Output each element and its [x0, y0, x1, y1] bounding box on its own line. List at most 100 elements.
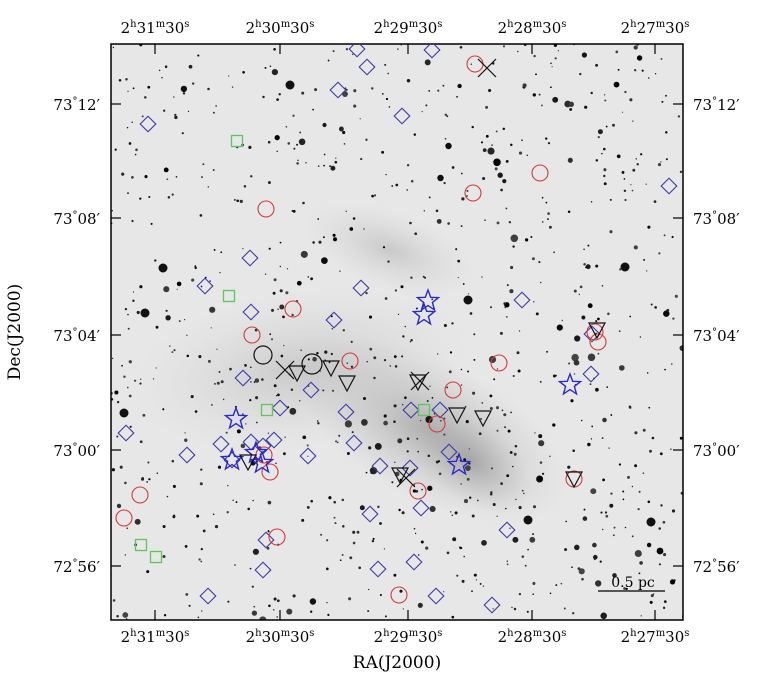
background-star — [652, 593, 655, 595]
background-star — [305, 162, 307, 164]
background-star — [162, 408, 165, 411]
background-star — [621, 170, 625, 174]
background-star — [373, 376, 376, 380]
background-star — [435, 209, 439, 213]
background-star — [163, 614, 167, 617]
background-star — [116, 400, 120, 404]
background-star — [307, 276, 310, 278]
background-star — [597, 129, 603, 135]
background-star — [555, 584, 558, 587]
background-star — [116, 614, 119, 618]
background-star — [285, 291, 289, 295]
background-star — [172, 484, 176, 488]
background-star — [194, 266, 197, 270]
background-star — [613, 81, 620, 88]
background-star — [658, 527, 661, 530]
background-star — [437, 460, 441, 463]
background-star — [663, 234, 666, 237]
background-star — [601, 437, 604, 440]
background-star — [437, 174, 444, 182]
background-star — [318, 240, 322, 244]
background-star — [272, 608, 275, 611]
background-star — [581, 52, 587, 58]
background-star — [482, 585, 485, 587]
background-star — [424, 59, 431, 66]
background-star — [248, 145, 252, 149]
background-star — [365, 471, 368, 474]
background-star — [276, 616, 278, 618]
triangle-marker-icon — [474, 410, 492, 428]
background-star — [548, 225, 552, 229]
background-star — [322, 122, 327, 128]
background-star — [504, 426, 507, 429]
background-star — [502, 45, 506, 48]
background-star — [406, 163, 410, 167]
background-star — [307, 455, 309, 457]
background-star — [613, 526, 616, 529]
background-star — [633, 45, 638, 50]
image-panel — [110, 43, 684, 621]
background-star — [488, 88, 492, 93]
background-star — [163, 286, 170, 293]
star-marker-icon — [223, 405, 249, 430]
background-star — [605, 514, 609, 518]
background-star — [394, 365, 398, 368]
background-star — [617, 68, 620, 71]
background-star — [292, 594, 296, 598]
background-star — [244, 364, 247, 367]
background-star — [317, 165, 320, 167]
background-star — [231, 86, 234, 88]
background-star — [521, 555, 525, 558]
top-ra-tick: 2h27m30s — [621, 19, 690, 37]
background-star — [393, 573, 397, 577]
background-star — [590, 201, 593, 203]
background-star — [226, 511, 229, 514]
background-star — [239, 199, 243, 203]
circle-marker-icon — [409, 482, 427, 500]
background-star — [436, 218, 442, 224]
background-star — [397, 438, 403, 444]
background-star — [623, 178, 626, 180]
background-star — [279, 265, 282, 268]
background-star — [158, 69, 161, 72]
background-star — [251, 585, 254, 588]
diamond-marker-icon — [483, 596, 501, 614]
background-star — [417, 554, 420, 556]
background-star — [393, 355, 397, 358]
right-dec-tick: 73°08′ — [693, 210, 740, 228]
background-star — [484, 219, 486, 221]
background-star — [212, 111, 215, 114]
background-star — [509, 451, 513, 454]
background-star — [479, 582, 482, 585]
background-star — [342, 91, 348, 97]
top-ra-tick: 2h31m30s — [121, 19, 190, 37]
background-star — [492, 608, 494, 610]
background-star — [352, 53, 354, 56]
background-star — [171, 193, 174, 196]
background-star — [581, 577, 584, 581]
background-star — [423, 210, 426, 212]
background-star — [473, 333, 476, 336]
bottom-ra-tick: 2h30m30s — [246, 628, 315, 646]
background-star — [638, 490, 641, 493]
background-star — [330, 165, 336, 171]
background-star — [199, 482, 203, 486]
background-star — [489, 407, 493, 410]
circle-marker-icon — [390, 586, 408, 604]
background-star — [633, 245, 638, 250]
background-star — [429, 505, 436, 513]
background-star — [513, 607, 517, 611]
background-star — [269, 333, 272, 336]
background-star — [338, 126, 344, 132]
background-star — [302, 435, 307, 440]
background-star — [379, 522, 382, 525]
background-star — [209, 280, 211, 282]
background-star — [507, 429, 511, 433]
background-star — [368, 315, 373, 319]
background-star — [379, 593, 382, 597]
background-star — [362, 396, 367, 401]
background-star — [538, 93, 541, 96]
diamond-marker-icon — [361, 505, 379, 523]
background-star — [634, 69, 637, 72]
background-star — [431, 298, 434, 301]
